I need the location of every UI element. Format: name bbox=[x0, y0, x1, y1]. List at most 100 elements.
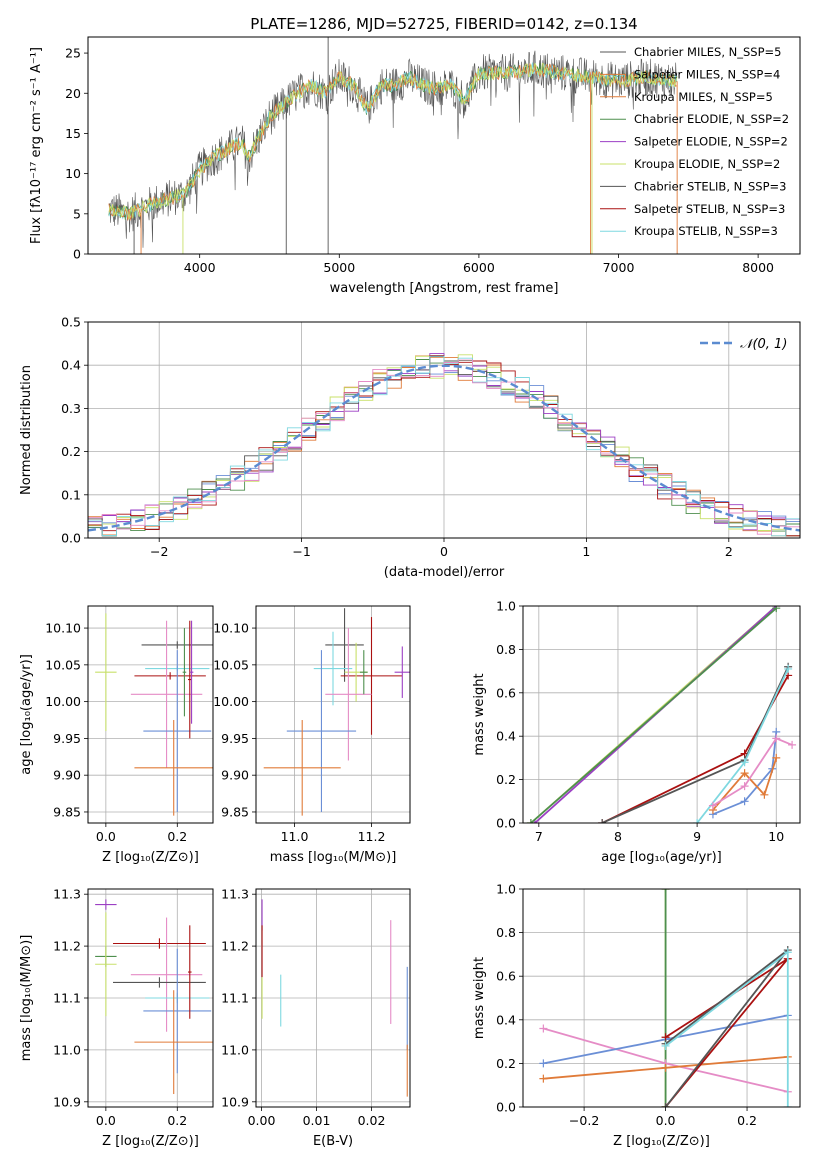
x-tick-label: 0 bbox=[440, 544, 448, 559]
panel-mass_vs_EBV: 0.00 0.01 0.02 10.9 11.0 11.1 11.2 11.3 E(B-V) bbox=[221, 887, 411, 1149]
legend-label: Kroupa STELIB, N_SSP=3 bbox=[634, 224, 778, 238]
y-tick-label: 10.9 bbox=[53, 1094, 81, 1109]
y-tick-label: 10.00 bbox=[45, 694, 81, 709]
legend-label: 𝒩(0, 1) bbox=[740, 337, 787, 352]
histogram-tab_pink bbox=[88, 359, 800, 535]
y-tick-label: 15 bbox=[65, 126, 81, 141]
x-tick-label: 0.2 bbox=[167, 829, 187, 844]
y-tick-label: 11.2 bbox=[221, 939, 249, 954]
legend-label: Salpeter STELIB, N_SSP=3 bbox=[634, 202, 785, 216]
spectrum-line-tab_cyan bbox=[108, 62, 678, 220]
x-tick-label: 0.2 bbox=[167, 1113, 187, 1128]
y-tick-label: 10 bbox=[65, 166, 81, 181]
axes-frame bbox=[87, 321, 801, 539]
x-tick-label: 10 bbox=[768, 829, 784, 844]
y-tick-label: 10.05 bbox=[213, 657, 249, 672]
x-tick-label: 0.0 bbox=[96, 829, 116, 844]
y-tick-label: 9.95 bbox=[53, 731, 81, 746]
y-axis-label: Normed distribution bbox=[19, 365, 34, 495]
x-tick-label: 0.0 bbox=[656, 1113, 676, 1128]
weight-line-tab_red bbox=[601, 674, 789, 823]
weight-line-tab_pink bbox=[712, 737, 793, 807]
weight-line-tab_orange bbox=[712, 757, 778, 811]
x-tick-label: 2 bbox=[725, 544, 733, 559]
y-tick-label: 10.10 bbox=[45, 621, 81, 636]
histogram-tab_cyan bbox=[88, 355, 800, 537]
y-tick-label: 9.85 bbox=[53, 804, 81, 819]
weight-marker bbox=[708, 801, 717, 810]
x-tick-label: 11.0 bbox=[281, 829, 309, 844]
x-axis-label: (data-model)/error bbox=[384, 565, 505, 580]
x-tick-label: −2 bbox=[150, 544, 168, 559]
weight-marker bbox=[783, 1103, 792, 1107]
weight-marker bbox=[740, 797, 749, 806]
y-tick-label: 0.2 bbox=[61, 444, 81, 459]
y-tick-label: 9.90 bbox=[221, 768, 249, 783]
weight-marker bbox=[740, 769, 749, 778]
weight-marker bbox=[661, 1103, 670, 1107]
y-tick-label: 11.3 bbox=[53, 887, 81, 902]
panel-massweight_vs_age: 7 8 9 10 0.0 0.2 0.4 0.6 0.8 1.0 age [log₁₀(age/yr… bbox=[472, 599, 801, 865]
y-tick-label: 1.0 bbox=[496, 599, 516, 614]
y-tick-label: 11.2 bbox=[53, 939, 81, 954]
axes-frame bbox=[87, 605, 214, 824]
axes-frame bbox=[522, 605, 801, 824]
x-tick-label: 8000 bbox=[742, 260, 774, 275]
y-tick-label: 11.1 bbox=[53, 991, 81, 1006]
y-tick-label: 10.9 bbox=[221, 1094, 249, 1109]
panel-residuals: −2 −1 0 1 2 0.0 0.1 0.2 0.3 0.4 0.5 (data-model)/er… bbox=[19, 315, 801, 580]
y-tick-label: 9.90 bbox=[53, 768, 81, 783]
weight-marker bbox=[783, 948, 792, 957]
legend-label: Chabrier MILES, N_SSP=5 bbox=[634, 45, 781, 59]
panel-age_vs_mass: 11.0 11.2 9.85 9.90 9.95 10.00 10.05 10.10 mass … bbox=[213, 605, 411, 865]
y-tick-label: 0.4 bbox=[496, 1012, 516, 1027]
chart-title: PLATE=1286, MJD=52725, FIBERID=0142, z=0… bbox=[250, 15, 637, 33]
weight-marker bbox=[598, 819, 607, 823]
weight-marker bbox=[772, 606, 781, 613]
legend-label: Kroupa ELODIE, N_SSP=2 bbox=[634, 157, 780, 171]
weight-marker bbox=[539, 1059, 548, 1068]
weight-line-tab_gray bbox=[664, 949, 789, 1107]
x-tick-label: 0.0 bbox=[96, 1113, 116, 1128]
panel-spectrum: 4000 5000 6000 7000 8000 0 5 10 15 20 25 wavelength… bbox=[29, 15, 801, 296]
weight-line-tab_green bbox=[530, 607, 777, 823]
legend-label: Salpeter MILES, N_SSP=4 bbox=[634, 67, 780, 81]
y-tick-label: 25 bbox=[65, 46, 81, 61]
x-axis-label: Z [log₁₀(Z/Z⊙)] bbox=[102, 850, 199, 865]
x-tick-label: 7000 bbox=[603, 260, 635, 275]
weight-marker bbox=[788, 740, 797, 749]
x-axis-label: wavelength [Angstrom, rest frame] bbox=[330, 281, 559, 296]
x-tick-label: 7 bbox=[535, 829, 543, 844]
x-tick-label: 0.01 bbox=[303, 1113, 331, 1128]
y-tick-label: 0.0 bbox=[496, 1100, 516, 1115]
x-tick-label: 4000 bbox=[184, 260, 216, 275]
y-tick-label: 0.6 bbox=[496, 969, 516, 984]
weight-marker bbox=[693, 819, 702, 823]
axes-frame bbox=[522, 888, 801, 1108]
weight-marker bbox=[772, 734, 781, 743]
y-tick-label: 11.0 bbox=[53, 1042, 81, 1057]
weight-marker bbox=[526, 819, 535, 823]
panel-age_vs_Z: 0.0 0.2 9.85 9.90 9.95 10.00 10.05 10.10 Z [log₁… bbox=[19, 605, 214, 865]
weight-marker bbox=[784, 664, 793, 673]
legend-label: Kroupa MILES, N_SSP=5 bbox=[634, 90, 773, 104]
x-tick-label: 5000 bbox=[323, 260, 355, 275]
y-tick-label: 0.4 bbox=[61, 358, 81, 373]
x-axis-label: Z [log₁₀(Z/Z⊙)] bbox=[613, 1134, 710, 1149]
y-tick-label: 20 bbox=[65, 86, 81, 101]
weight-marker bbox=[760, 790, 769, 799]
y-tick-label: 11.1 bbox=[221, 991, 249, 1006]
normal-curve bbox=[88, 364, 800, 532]
panel-mass_vs_Z: 0.0 0.2 10.9 11.0 11.1 11.2 11.3 Z [log₁₀(Z/Z⊙)… bbox=[19, 887, 214, 1149]
y-tick-label: 0.2 bbox=[496, 772, 516, 787]
y-tick-label: 11.3 bbox=[221, 887, 249, 902]
y-tick-label: 0 bbox=[73, 247, 81, 262]
weight-line-tab_gray bbox=[601, 666, 789, 823]
y-tick-label: 0.0 bbox=[61, 531, 81, 546]
weight-line-tab_blue bbox=[712, 731, 778, 816]
y-tick-label: 0.3 bbox=[61, 401, 81, 416]
weight-marker bbox=[740, 758, 749, 767]
y-axis-label: Flux [fλ10⁻¹⁷ erg cm⁻² s⁻¹ A⁻¹] bbox=[29, 47, 44, 244]
weight-marker bbox=[661, 889, 670, 893]
legend-label: Chabrier ELODIE, N_SSP=2 bbox=[634, 112, 789, 126]
